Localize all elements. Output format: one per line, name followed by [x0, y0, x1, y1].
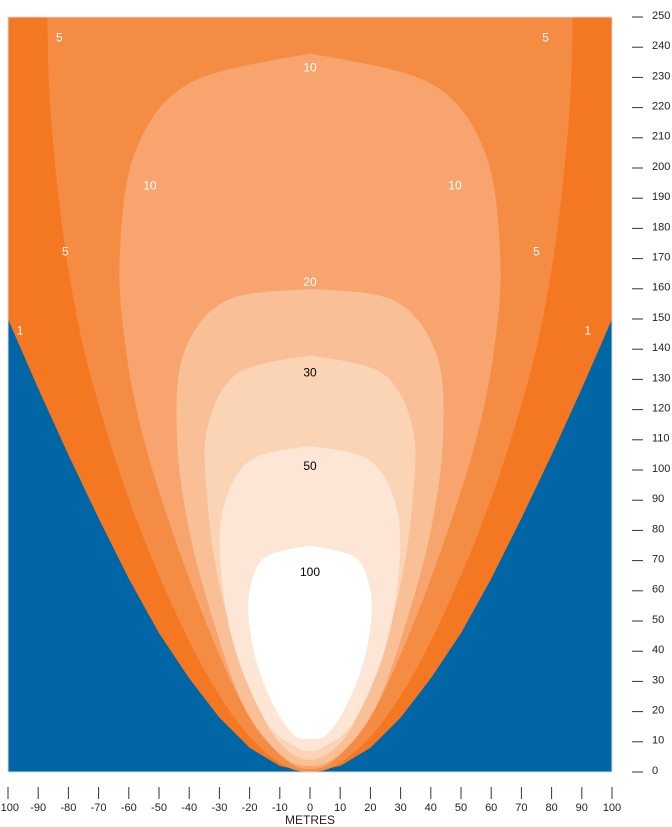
y-tick-label: 0 — [652, 765, 658, 777]
contour-label-5: 5 — [62, 245, 69, 259]
x-tick-label: 40 — [425, 802, 437, 814]
y-tick-label: 90 — [652, 493, 664, 505]
contour-label-1: 1 — [17, 323, 24, 337]
y-tick-label: 240 — [652, 40, 670, 52]
y-tick-label: 170 — [652, 252, 670, 264]
x-tick-label: -60 — [121, 802, 137, 814]
x-tick-label: -80 — [60, 802, 76, 814]
y-tick-label: 60 — [652, 584, 664, 596]
plot-area — [7, 16, 613, 773]
y-tick-label: 200 — [652, 161, 670, 173]
y-tick-label: 120 — [652, 403, 670, 415]
y-tick-label: 70 — [652, 554, 664, 566]
x-tick-label: 30 — [394, 802, 406, 814]
y-tick-label: 20 — [652, 705, 664, 717]
x-tick-label: 20 — [364, 802, 376, 814]
y-tick-label: 220 — [652, 101, 670, 113]
x-tick-label: 0 — [307, 802, 313, 814]
y-axis: 0 10 20 30 40 50 60 70 80 90 100 110 120 130 140 150 160… — [632, 10, 670, 777]
contour-region-100 — [248, 545, 372, 740]
x-axis-title: METRES — [285, 813, 335, 827]
y-tick-label: 210 — [652, 131, 670, 143]
x-axis: -100-90-80-70-60-50-40-30-20-10010203040… — [0, 787, 621, 814]
x-tick-label: -70 — [91, 802, 107, 814]
x-tick-label: -50 — [151, 802, 167, 814]
contour-label-1: 1 — [584, 323, 591, 337]
y-tick-label: 100 — [652, 463, 670, 475]
x-tick-label: 80 — [545, 802, 557, 814]
x-tick-label: -10 — [272, 802, 288, 814]
y-tick-label: 10 — [652, 735, 664, 747]
y-tick-label: 50 — [652, 614, 664, 626]
contour-label-5: 5 — [56, 30, 63, 44]
contour-labels: 5 5 10 10 10 5 5 20 1 1 30 50 100 — [17, 30, 592, 579]
y-tick-label: 190 — [652, 191, 670, 203]
y-tick-label: 130 — [652, 372, 670, 384]
x-tick-label: -30 — [211, 802, 227, 814]
x-tick-label: 60 — [485, 802, 497, 814]
contour-label-20: 20 — [303, 275, 317, 289]
contour-label-100: 100 — [300, 565, 320, 579]
x-tick-label: 90 — [576, 802, 588, 814]
y-tick-label: 230 — [652, 70, 670, 82]
contour-label-5: 5 — [533, 245, 540, 259]
x-tick-label: 50 — [455, 802, 467, 814]
y-tick-label: 150 — [652, 312, 670, 324]
contour-label-30: 30 — [303, 366, 317, 380]
y-tick-label: 250 — [652, 10, 670, 22]
x-tick-label: -40 — [181, 802, 197, 814]
x-tick-label: 100 — [603, 802, 621, 814]
contour-label-50: 50 — [303, 459, 317, 473]
x-tick-label: -90 — [30, 802, 46, 814]
contour-label-10: 10 — [303, 61, 317, 75]
contour-label-10: 10 — [143, 178, 157, 192]
x-tick-label: 70 — [515, 802, 527, 814]
x-tick-label: -20 — [242, 802, 258, 814]
contour-label-5: 5 — [542, 30, 549, 44]
plot-border — [7, 16, 613, 773]
y-tick-label: 80 — [652, 523, 664, 535]
contour-label-10: 10 — [448, 178, 462, 192]
y-tick-label: 140 — [652, 342, 670, 354]
y-tick-label: 40 — [652, 644, 664, 656]
y-tick-label: 180 — [652, 221, 670, 233]
y-tick-label: 30 — [652, 674, 664, 686]
x-tick-label: 10 — [334, 802, 346, 814]
x-tick-label: -100 — [0, 802, 19, 814]
y-tick-label: 110 — [652, 433, 670, 445]
y-tick-label: 160 — [652, 282, 670, 294]
